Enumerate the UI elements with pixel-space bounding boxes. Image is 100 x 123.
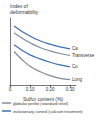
svg-text:deformability: deformability: [10, 9, 39, 15]
svg-text:0.10: 0.10: [26, 87, 35, 92]
svg-text:0: 0: [9, 87, 12, 92]
svg-text:Long: Long: [72, 77, 83, 82]
svg-text:Transverse: Transverse: [72, 53, 95, 58]
svg-text:Co: Co: [72, 64, 78, 69]
svg-text:Index of: Index of: [10, 3, 28, 9]
svg-text:0.30: 0.30: [66, 87, 75, 92]
svg-text:globular perlite (standard ste: globular perlite (standard steel): [13, 100, 69, 106]
svg-text:Sulfur content (%): Sulfur content (%): [23, 96, 63, 102]
svg-text:inclusionary control (calcium: inclusionary control (calcium treatment): [13, 109, 83, 114]
svg-text:Ca: Ca: [72, 46, 78, 51]
svg-text:0.20: 0.20: [46, 87, 55, 92]
